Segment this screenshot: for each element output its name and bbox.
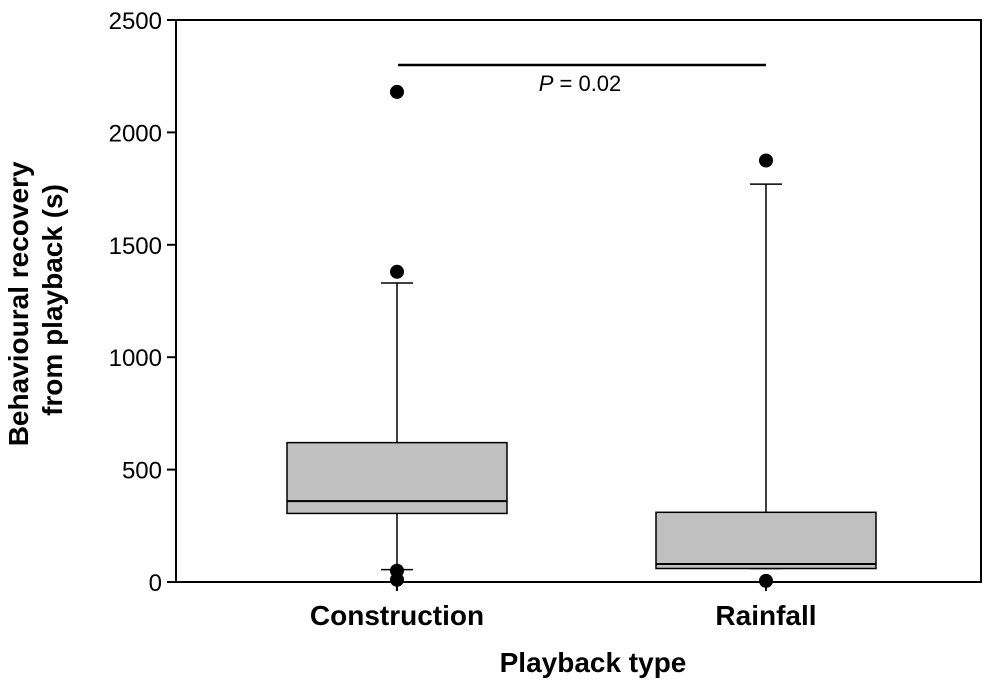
box-construction — [286, 84, 508, 587]
y-tick-label: 0 — [149, 570, 162, 597]
outlier-point — [390, 84, 404, 99]
y-tick-label: 2000 — [109, 120, 162, 147]
x-category-label: Construction — [310, 600, 484, 631]
outlier-point — [759, 153, 773, 168]
boxes — [286, 84, 877, 588]
y-tick-label: 2500 — [109, 8, 162, 35]
outlier-point — [390, 572, 404, 587]
y-axis-title-line2: from playback (s) — [37, 184, 68, 416]
x-axis-title: Playback type — [500, 647, 687, 678]
iqr-box — [655, 511, 877, 570]
x-axis-categories: Construction Rainfall — [310, 582, 817, 631]
plot-frame — [175, 19, 982, 583]
y-tick-label: 1500 — [109, 233, 162, 260]
y-axis-title: Behavioural recovery from playback (s) — [3, 154, 68, 447]
outlier-point — [759, 573, 773, 588]
plot-area — [175, 19, 982, 583]
y-axis-title-line1: Behavioural recovery — [3, 161, 34, 446]
x-category-label: Rainfall — [715, 600, 816, 631]
y-tick-label: 1000 — [109, 345, 162, 372]
y-tick-label: 500 — [122, 458, 162, 485]
y-axis-ticks: 0 500 1000 1500 2000 2500 — [109, 8, 176, 597]
p-value-annotation: P = 0.02 — [539, 71, 622, 96]
box-rainfall — [655, 153, 877, 588]
iqr-box — [286, 441, 508, 515]
outlier-point — [390, 264, 404, 279]
p-symbol: P — [539, 71, 554, 96]
p-text: = 0.02 — [553, 71, 621, 96]
